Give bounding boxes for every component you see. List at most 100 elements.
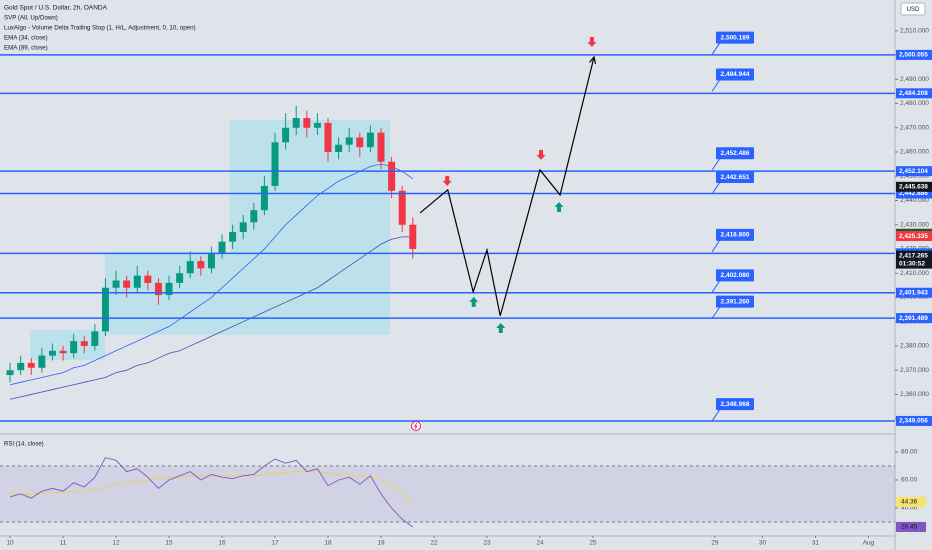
- y-tick-label: 40.00: [901, 505, 918, 512]
- candle-body: [91, 331, 99, 346]
- level-axis-label-bg: [896, 49, 932, 60]
- candle-body: [409, 224, 417, 249]
- price-marker-bg: [896, 231, 932, 242]
- currency-button[interactable]: [900, 2, 926, 16]
- callout-pointer: [711, 280, 721, 293]
- y-tick-label: 2,440.000: [900, 197, 929, 204]
- y-tick-label: 2,490.000: [900, 76, 929, 83]
- callout-box: [716, 68, 754, 81]
- level-axis-label: 2,452.104: [899, 168, 928, 175]
- signal-arrow: [554, 202, 564, 213]
- callout-box: [716, 228, 754, 241]
- x-tick-label: 24: [536, 540, 544, 547]
- ema-line: [9, 236, 413, 400]
- x-tick-label: 12: [112, 540, 120, 547]
- callout-pointer: [711, 306, 721, 319]
- y-tick-label: 2,510.000: [900, 28, 929, 35]
- candle-body: [59, 350, 67, 354]
- callout-label: 2,402.080: [721, 272, 750, 279]
- x-tick-label: 17: [271, 540, 279, 547]
- level-axis-label: 2,500.055: [899, 52, 928, 59]
- y-tick-label: 2,360.000: [900, 391, 929, 398]
- callout-pointer: [711, 42, 721, 55]
- callout-pointer: [711, 408, 721, 422]
- rsi-band: [0, 466, 895, 522]
- x-tick-label: 19: [377, 540, 385, 547]
- candle-body: [345, 137, 353, 145]
- y-tick-label: 2,380.000: [900, 343, 929, 350]
- rsi-line: [9, 457, 414, 528]
- candle-body: [260, 185, 268, 211]
- x-tick-label: 29: [711, 540, 719, 547]
- callout-pointer: [711, 239, 721, 253]
- price-marker-label: 2,417.265: [899, 252, 928, 259]
- callout-box: [716, 295, 754, 308]
- x-tick-label: Aug: [863, 540, 875, 547]
- price-marker-bg: [896, 181, 932, 192]
- signal-arrow: [442, 175, 452, 186]
- level-axis-label-bg: [896, 188, 932, 199]
- candle-body: [144, 275, 152, 283]
- callout-pointer: [711, 157, 721, 171]
- callout-label: 2,348.968: [721, 401, 750, 408]
- y-tick-label: 2,370.000: [900, 367, 929, 374]
- rsi-line: [10, 471, 414, 503]
- candle-body: [80, 341, 88, 346]
- event-icon-bolt: [413, 422, 418, 430]
- ema-line: [9, 163, 414, 386]
- level-axis-label-bg: [896, 415, 932, 426]
- x-tick-label: 16: [218, 540, 226, 547]
- candle-body: [101, 287, 109, 332]
- callout-label: 2,484.944: [721, 71, 750, 78]
- callout-pointer: [711, 181, 721, 195]
- signal-arrow: [536, 149, 546, 160]
- currency: USD: [907, 7, 920, 13]
- y-tick-label: 80.00: [901, 449, 918, 456]
- bar-countdown: 01:30:52: [899, 260, 925, 267]
- callout-label: 2,500.189: [721, 34, 750, 41]
- price-marker-bg: [896, 250, 932, 269]
- y-tick-label: 2,410.000: [900, 270, 929, 277]
- candle-body: [335, 144, 343, 152]
- signal-arrow: [587, 36, 597, 47]
- callout-label: 2,452.486: [721, 150, 750, 157]
- x-tick-label: 11: [60, 540, 67, 547]
- candle-body: [229, 232, 237, 242]
- y-tick-label: 60.00: [901, 477, 918, 484]
- y-tick-label: 2,460.000: [900, 149, 929, 156]
- level-axis-label-bg: [896, 88, 932, 99]
- level-axis-label-bg: [896, 287, 932, 298]
- candle-body: [377, 132, 385, 162]
- candle-body: [17, 362, 25, 371]
- candle-body: [112, 280, 120, 288]
- level-axis-label: 2,391.489: [899, 315, 928, 322]
- candle-body: [271, 142, 279, 186]
- signal-arrow: [469, 296, 479, 307]
- level-axis-label: 2,484.208: [899, 90, 928, 97]
- level-axis-label-bg: [896, 313, 932, 324]
- rsi-marker-label: 26.45: [901, 524, 918, 531]
- rsi-marker-bg: [896, 496, 926, 507]
- candle-body: [324, 122, 332, 152]
- level-axis-label: 2,401.943: [899, 289, 928, 296]
- indicator-legend: SVP (All, Up/Down): [4, 15, 58, 22]
- y-tick-label: 2,480.000: [900, 100, 929, 107]
- candle-body: [282, 127, 290, 143]
- x-tick-label: 31: [812, 540, 820, 547]
- callout-label: 2,442.651: [721, 174, 750, 181]
- y-tick-label: 2,430.000: [900, 221, 929, 228]
- projection-path: [419, 56, 595, 317]
- level-axis-label: 2,349.056: [899, 418, 928, 425]
- candle-body: [154, 282, 162, 296]
- candle-body: [123, 280, 131, 288]
- rsi-marker-bg: [896, 521, 926, 532]
- callout-label: 2,418.800: [721, 232, 750, 239]
- candle-body: [48, 350, 56, 356]
- rsi-title: RSI (14, close): [4, 442, 44, 448]
- candle-body: [239, 222, 247, 232]
- candle-body: [398, 190, 406, 225]
- candle-body: [27, 362, 35, 368]
- candle-body: [313, 122, 321, 128]
